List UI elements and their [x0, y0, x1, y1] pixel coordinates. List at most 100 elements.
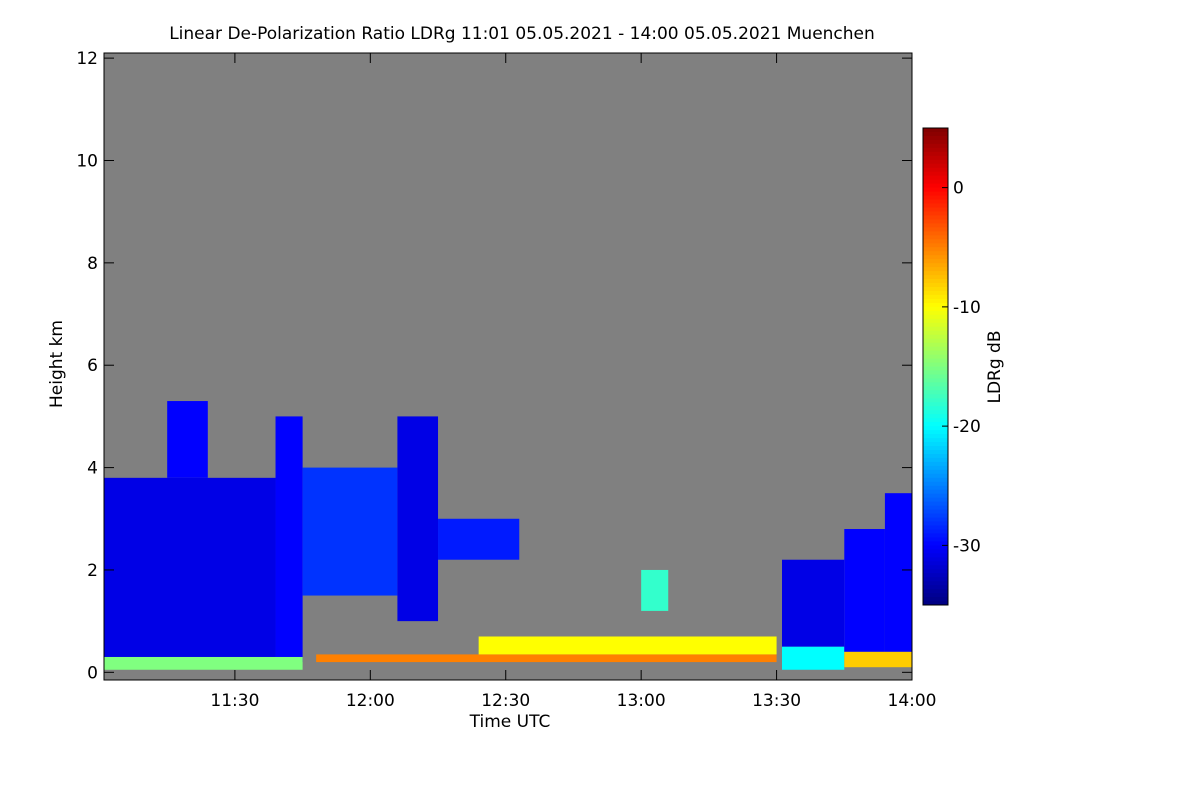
colorbar-swatch — [923, 370, 948, 375]
colorbar-swatch — [923, 354, 948, 360]
colorbar-swatch — [923, 430, 948, 435]
colorbar-tick-label: -20 — [953, 417, 981, 437]
colorbar-swatch — [923, 529, 948, 534]
heatmap-cell — [302, 467, 398, 596]
heatmap-cell — [844, 651, 912, 668]
colorbar-swatch — [923, 390, 948, 395]
colorbar-swatch — [923, 513, 948, 519]
colorbar-swatch — [923, 549, 948, 554]
y-axis-label: Height km — [47, 320, 67, 408]
colorbar-swatch — [923, 394, 948, 399]
colorbar-swatch — [923, 589, 948, 594]
colorbar-swatch — [923, 493, 948, 499]
heatmap-cell — [275, 416, 303, 663]
heatmap-cell — [104, 656, 303, 670]
colorbar-swatch — [923, 131, 948, 137]
x-tick-label: 12:00 — [346, 691, 395, 711]
colorbar-swatch — [923, 231, 948, 236]
y-tick-label: 2 — [87, 561, 98, 581]
x-tick-label: 13:30 — [752, 691, 801, 711]
plot-frame — [103, 52, 913, 681]
y-tick-label: 8 — [87, 254, 98, 274]
colorbar-swatch — [923, 167, 948, 173]
colorbar-swatch — [923, 485, 948, 491]
colorbar-swatch — [923, 497, 948, 503]
heatmap-cell — [438, 518, 520, 560]
colorbar-swatch — [923, 259, 948, 264]
heatmap-cell — [844, 529, 885, 652]
colorbar-swatch — [923, 159, 948, 165]
x-tick-label: 11:30 — [210, 691, 259, 711]
colorbar-swatch — [923, 155, 948, 161]
colorbar-swatch — [923, 362, 948, 367]
colorbar-swatch — [923, 338, 948, 344]
heatmap-cell — [781, 646, 845, 670]
colorbar-swatch — [923, 505, 948, 511]
colorbar-swatch — [923, 465, 948, 471]
colorbar-swatch — [923, 569, 948, 574]
colorbar-swatch — [923, 306, 948, 312]
colorbar-swatch — [923, 438, 948, 443]
colorbar-frame — [922, 127, 949, 606]
colorbar-swatch — [923, 255, 948, 260]
colorbar-swatch — [923, 135, 948, 141]
colorbar-swatch — [923, 223, 948, 228]
colorbar-swatch — [923, 334, 948, 340]
x-tick-label: 12:30 — [481, 691, 530, 711]
colorbar-swatch — [923, 199, 948, 205]
colorbar-swatch — [923, 290, 948, 296]
colorbar-swatch — [923, 593, 948, 598]
colorbar-swatch — [923, 418, 948, 423]
colorbar-swatch — [923, 139, 948, 145]
colorbar-swatch — [923, 147, 948, 153]
colorbar-swatch — [923, 283, 948, 288]
colorbar-swatch — [923, 239, 948, 244]
colorbar-swatch — [923, 577, 948, 582]
colorbar-swatch — [923, 426, 948, 431]
colorbar-swatch — [923, 573, 948, 578]
colorbar-swatch — [923, 275, 948, 280]
colorbar-swatch — [923, 346, 948, 352]
colorbar-swatch — [923, 175, 948, 181]
colorbar-swatch — [923, 517, 948, 523]
colorbar-swatch — [923, 473, 948, 479]
colorbar-swatch — [923, 314, 948, 320]
y-tick-label: 0 — [87, 663, 98, 683]
x-tick-label: 13:00 — [617, 691, 666, 711]
colorbar-swatch — [923, 342, 948, 348]
colorbar-swatch — [923, 322, 948, 328]
colorbar-swatch — [923, 330, 948, 336]
heatmap-cell — [316, 654, 777, 663]
colorbar-swatch — [923, 235, 948, 240]
colorbar-swatch — [923, 565, 948, 570]
colorbar-swatch — [923, 251, 948, 256]
colorbar-swatch — [923, 378, 948, 383]
colorbar-swatch — [923, 350, 948, 356]
colorbar-swatch — [923, 406, 948, 411]
colorbar-tick-label: -30 — [953, 536, 981, 556]
y-tick-label: 10 — [76, 151, 98, 171]
colorbar-swatch — [923, 163, 948, 169]
colorbar-swatch — [923, 263, 948, 268]
colorbar-swatch — [923, 302, 948, 308]
heatmap-cell — [884, 493, 912, 652]
colorbar-swatch — [923, 477, 948, 483]
colorbar-tick-label: 0 — [953, 179, 964, 199]
colorbar-swatch — [923, 203, 948, 208]
colorbar-swatch — [923, 581, 948, 586]
colorbar-swatch — [923, 211, 948, 216]
colorbar-swatch — [923, 326, 948, 332]
colorbar-swatch — [923, 267, 948, 272]
colorbar-swatch — [923, 525, 948, 530]
colorbar-swatch — [923, 382, 948, 387]
chart-title: Linear De-Polarization Ratio LDRg 11:01 … — [169, 24, 875, 44]
colorbar-swatch — [923, 358, 948, 364]
heatmap-cell — [478, 636, 777, 655]
heatmap-cell — [397, 416, 439, 622]
colorbar-swatch — [923, 215, 948, 220]
colorbar-swatch — [923, 318, 948, 324]
colorbar-swatch — [923, 402, 948, 407]
heatmap-cell — [167, 401, 208, 478]
colorbar-swatch — [923, 561, 948, 566]
